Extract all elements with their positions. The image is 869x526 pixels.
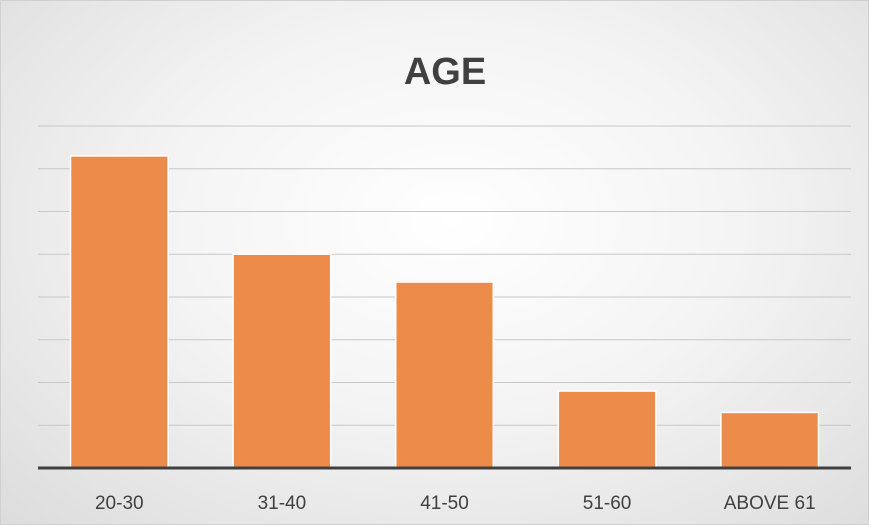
bar-above-61 [720, 411, 820, 469]
x-tick-label: 41-50 [420, 493, 469, 514]
x-tick-label: ABOVE 61 [724, 493, 816, 514]
bar-51-60 [557, 390, 657, 469]
x-tick-label: 20-30 [95, 493, 144, 514]
chart-title: AGE [404, 51, 486, 93]
bar-20-30 [69, 155, 169, 469]
x-tick-label: 31-40 [258, 493, 307, 514]
bars [69, 155, 820, 469]
bar-41-50 [394, 281, 495, 469]
x-tick-labels: 20-30 31-40 41-50 51-60 ABOVE 61 [95, 493, 816, 514]
x-tick-label: 51-60 [583, 493, 632, 514]
bar-31-40 [232, 253, 332, 469]
